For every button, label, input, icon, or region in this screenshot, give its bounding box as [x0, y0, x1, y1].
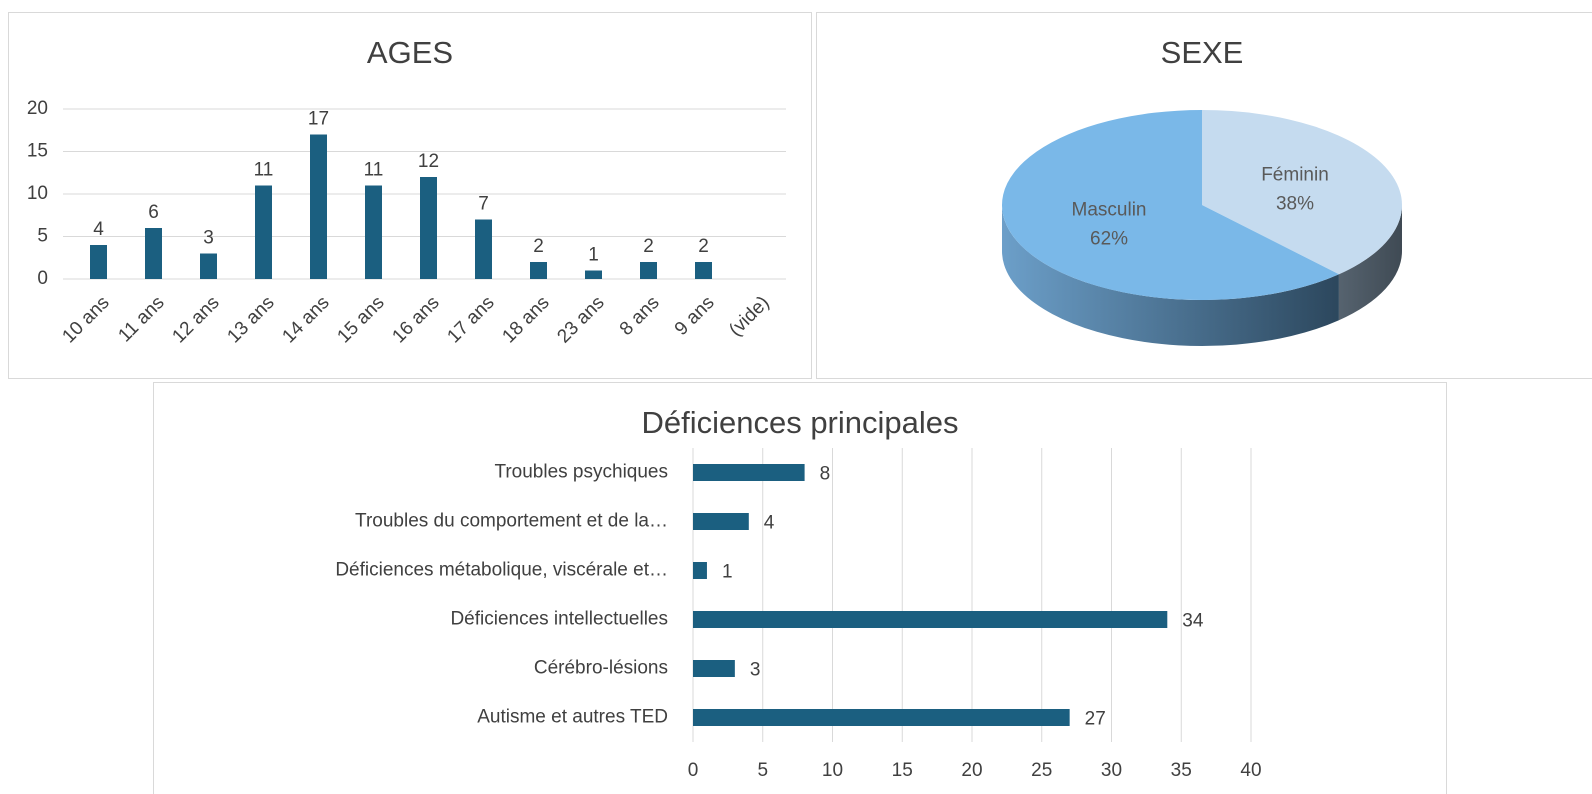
y-tick-label: 15 — [27, 141, 48, 162]
chart-title: Déficiences principales — [641, 405, 958, 440]
bar — [90, 245, 107, 279]
pie-label: Masculin — [1072, 200, 1147, 221]
chart-title: AGES — [367, 35, 453, 70]
pie-slice — [1202, 110, 1402, 275]
y-tick-label: Troubles psychiques — [494, 462, 668, 483]
bar — [693, 464, 805, 481]
x-tick-label: 25 — [1031, 760, 1052, 781]
x-tick-label: 40 — [1240, 760, 1261, 781]
data-label: 2 — [533, 236, 544, 257]
data-label: 1 — [722, 562, 733, 583]
pie-side — [1002, 205, 1339, 347]
bar — [475, 219, 492, 279]
chart-title: SEXE — [1161, 35, 1244, 70]
panel — [8, 12, 812, 379]
bar — [585, 270, 602, 279]
data-label: 34 — [1182, 611, 1204, 632]
pie-value-label: 38% — [1276, 194, 1314, 215]
pie-slice — [1002, 110, 1339, 301]
y-tick-label: 20 — [27, 98, 48, 119]
x-tick-label: 30 — [1101, 760, 1122, 781]
y-tick-label: 0 — [37, 268, 48, 289]
data-label: 3 — [203, 228, 214, 249]
bar — [695, 262, 712, 279]
y-tick-label: Déficiences intellectuelles — [450, 609, 668, 630]
data-label: 1 — [588, 245, 599, 266]
y-tick-label: Cérébro-lésions — [534, 658, 668, 679]
data-label: 6 — [148, 202, 159, 223]
bar — [530, 262, 547, 279]
bar — [310, 134, 327, 279]
bar — [255, 185, 272, 279]
data-label: 17 — [308, 109, 329, 130]
pie-side — [1338, 205, 1402, 321]
data-label: 7 — [478, 194, 489, 215]
y-tick-label: Autisme et autres TED — [477, 707, 668, 728]
data-label: 8 — [820, 464, 831, 485]
data-label: 12 — [418, 151, 439, 172]
x-tick-label: 0 — [688, 760, 699, 781]
y-tick-label: 10 — [27, 183, 48, 204]
data-label: 3 — [750, 660, 761, 681]
bar — [420, 177, 437, 279]
bar — [693, 562, 707, 579]
pie-value-label: 62% — [1090, 229, 1128, 250]
x-tick-label: 20 — [961, 760, 982, 781]
data-label: 2 — [643, 236, 654, 257]
data-label: 11 — [254, 160, 274, 181]
bar — [365, 185, 382, 279]
pie-label: Féminin — [1261, 165, 1329, 186]
data-label: 11 — [364, 160, 384, 181]
y-tick-label: Troubles du comportement et de la… — [355, 511, 668, 532]
data-label: 4 — [764, 513, 775, 534]
data-label: 27 — [1085, 709, 1106, 730]
x-tick-label: 5 — [757, 760, 768, 781]
bar — [693, 660, 735, 677]
x-tick-label: 15 — [892, 760, 913, 781]
bar — [200, 253, 217, 279]
bar — [145, 228, 162, 279]
panel — [153, 382, 1447, 794]
data-label: 4 — [93, 219, 104, 240]
y-tick-label: Déficiences métabolique, viscérale et… — [335, 560, 668, 581]
bar — [640, 262, 657, 279]
x-tick-label: 10 — [822, 760, 843, 781]
y-tick-label: 5 — [37, 226, 48, 247]
bar — [693, 709, 1070, 726]
bar — [693, 611, 1168, 628]
x-tick-label: 35 — [1171, 760, 1192, 781]
bar — [693, 513, 749, 530]
data-label: 2 — [698, 236, 709, 257]
